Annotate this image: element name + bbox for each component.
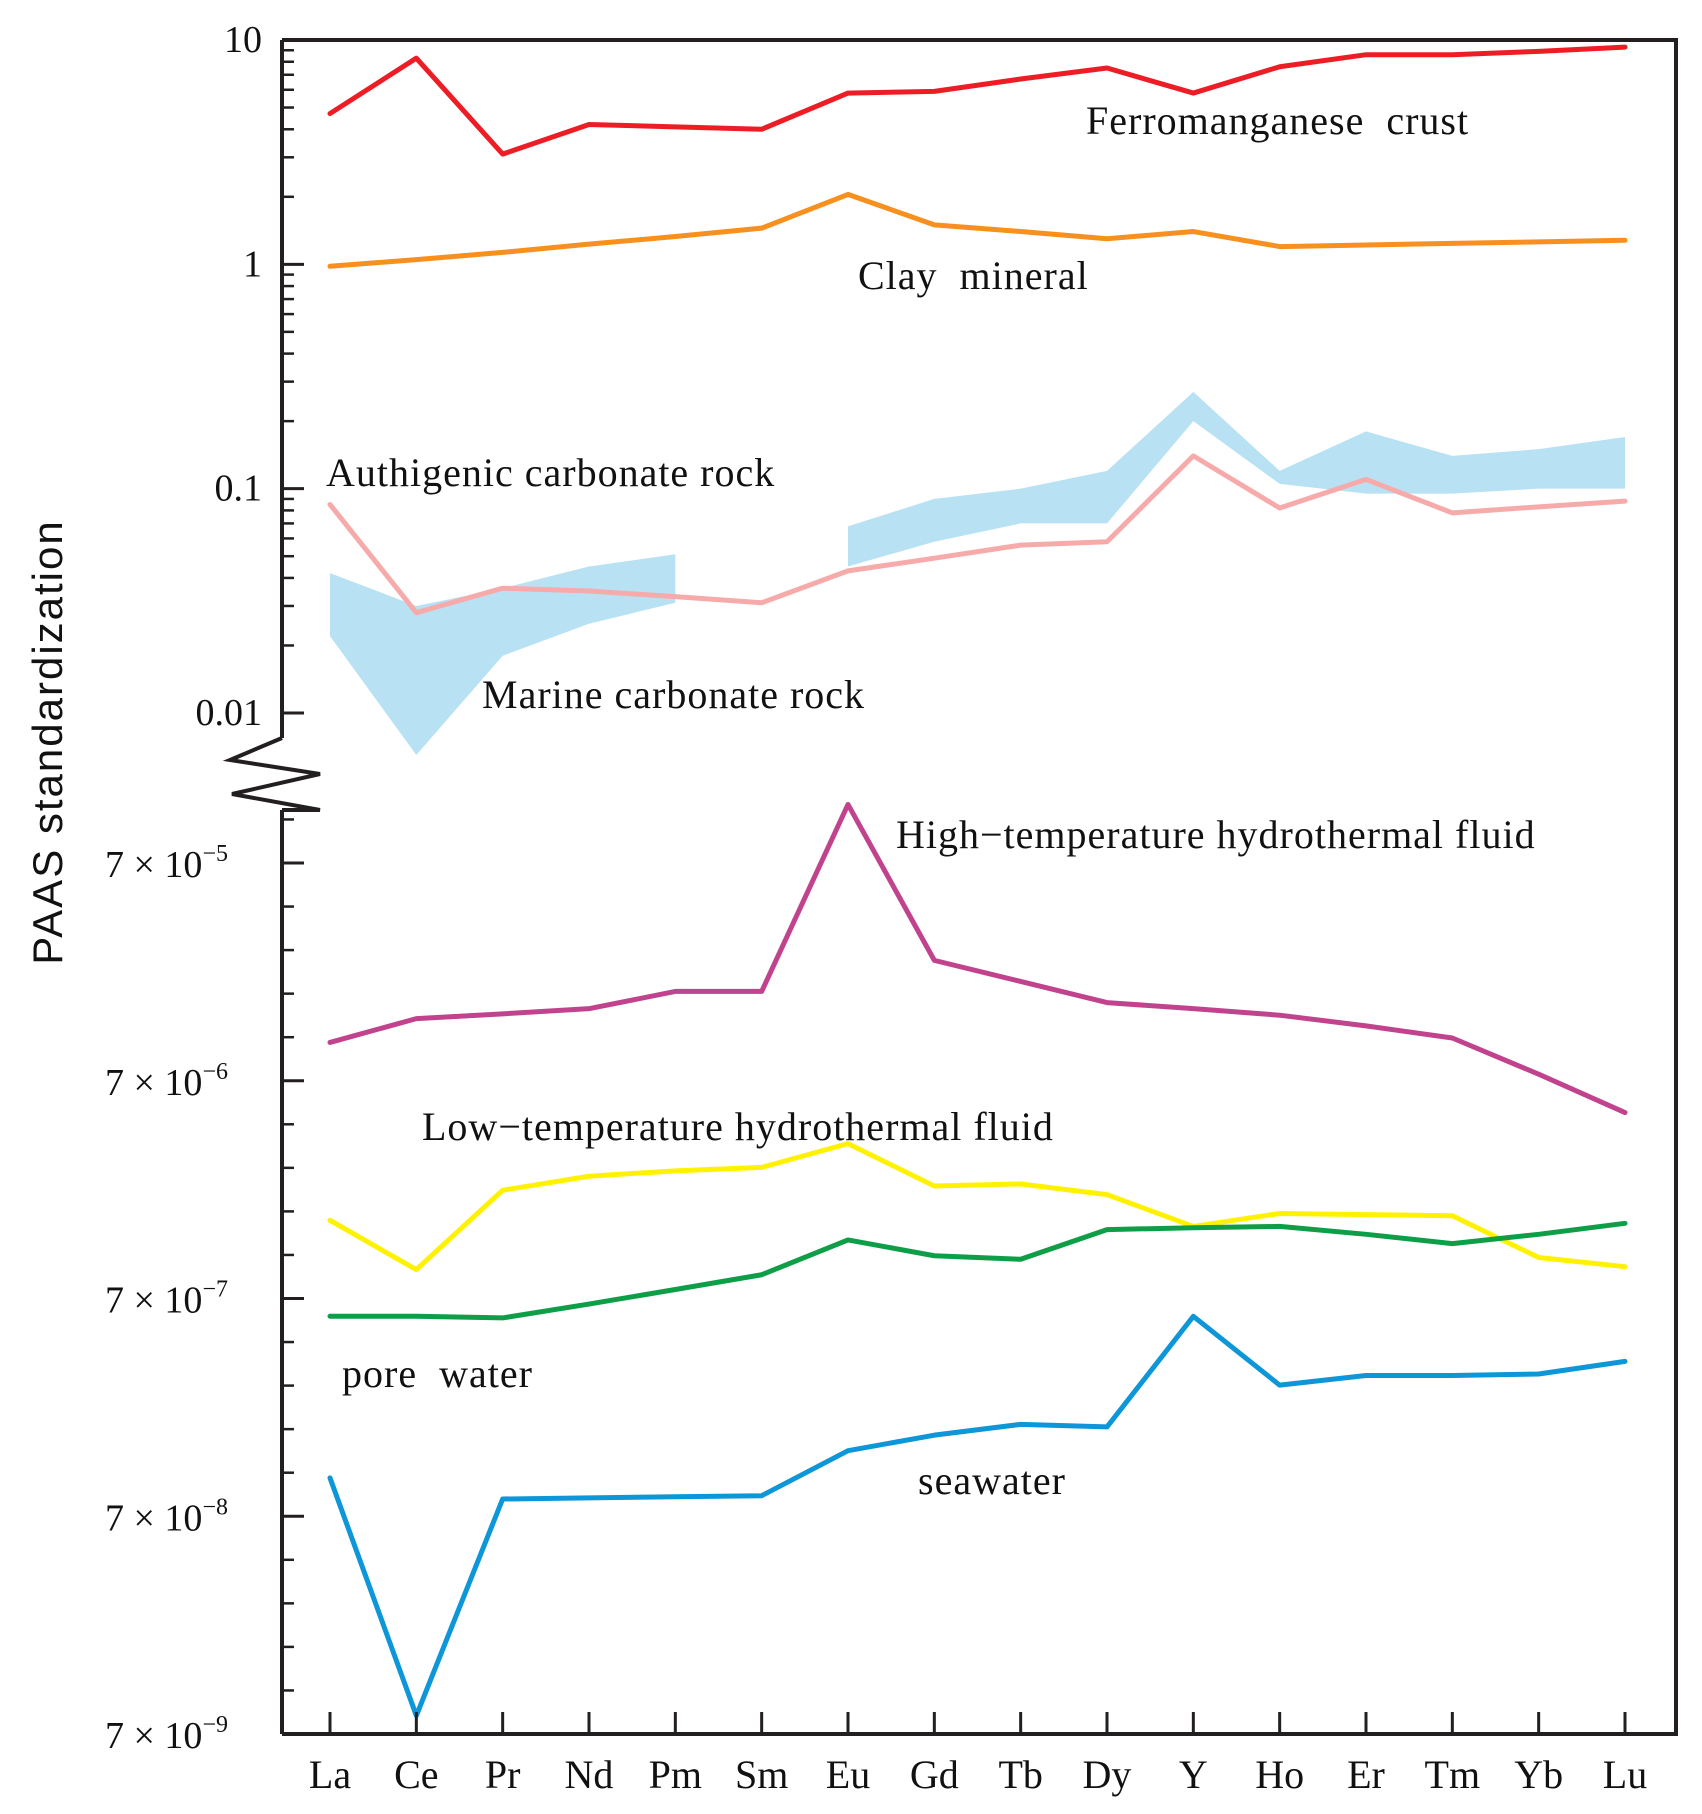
marine-carbonate-band: [848, 391, 1625, 567]
x-tick-label: Gd: [910, 1752, 959, 1797]
x-tick-label: Tb: [998, 1752, 1042, 1797]
axis-break-symbol: [222, 736, 321, 812]
annotation-pore-water: pore water: [342, 1351, 533, 1396]
annotation-ferromanganese-crust: Ferromanganese crust: [1086, 98, 1469, 143]
y-axis-label: PAAS standardization: [24, 519, 71, 964]
annotation-seawater: seawater: [918, 1458, 1066, 1503]
y-tick-label: 7 × 10−8: [105, 1494, 228, 1539]
x-tick-label: Pm: [649, 1752, 702, 1797]
y-tick-label: 7 × 10−6: [105, 1059, 228, 1104]
x-tick-label: Ce: [394, 1752, 438, 1797]
y-tick-label: 7 × 10−7: [105, 1277, 228, 1322]
x-tick-label: Lu: [1603, 1752, 1647, 1797]
y-tick-label: 10: [224, 19, 262, 61]
x-tick-label: Yb: [1514, 1752, 1563, 1797]
tick-labels: 10 1 0.1 0.01 7 × 10−5 7 × 10−6 7 × 10−7 7 × 10…: [105, 19, 1647, 1797]
series-line: [327, 453, 1628, 616]
series-lines: [327, 44, 1628, 1719]
y-tick-label-exponent: −6: [202, 1059, 228, 1085]
marine-carbonate-band: [330, 554, 676, 755]
annotation-low-temperature-hydrothermal-fluid: Low−temperature hydrothermal fluid: [422, 1104, 1054, 1149]
annotation-authigenic-carbonate-rock: Authigenic carbonate rock: [326, 450, 775, 495]
annotation-high-temperature-hydrothermal-fluid: High−temperature hydrothermal fluid: [896, 812, 1536, 857]
series-line: [327, 44, 1628, 157]
y-tick-label-exponent: −9: [202, 1712, 228, 1738]
y-tick-label: 7 × 10−9: [105, 1712, 228, 1757]
x-tick-label: Pr: [485, 1752, 521, 1797]
annotation-clay-mineral: Clay mineral: [858, 253, 1089, 298]
x-tick-label: Ho: [1255, 1752, 1304, 1797]
x-tick-label: Y: [1179, 1752, 1208, 1797]
series-line: [327, 191, 1628, 269]
range-bands: [330, 391, 1625, 755]
x-tick-label: La: [309, 1752, 351, 1797]
x-tick-label: Tm: [1425, 1752, 1481, 1797]
ticks: [282, 38, 1627, 1736]
y-tick-label-exponent: −7: [202, 1277, 228, 1303]
x-tick-label: Eu: [826, 1752, 870, 1797]
plot-frame: [282, 38, 1678, 1736]
series-line: [327, 1313, 1628, 1719]
x-tick-label: Dy: [1083, 1752, 1132, 1797]
y-tick-label-exponent: −5: [202, 841, 228, 867]
y-tick-label: 7 × 10−5: [105, 841, 228, 886]
series-line: [327, 801, 1628, 1116]
y-tick-label-exponent: −8: [202, 1494, 228, 1520]
series-line: [327, 1141, 1628, 1273]
series-line: [327, 1220, 1628, 1321]
y-tick-label: 0.1: [215, 468, 263, 510]
x-tick-label: Nd: [565, 1752, 614, 1797]
annotation-marine-carbonate-rock: Marine carbonate rock: [482, 672, 865, 717]
y-tick-label: 1: [243, 243, 262, 285]
x-tick-label: Sm: [735, 1752, 788, 1797]
x-tick-label: Er: [1347, 1752, 1385, 1797]
y-tick-label: 0.01: [196, 692, 263, 734]
